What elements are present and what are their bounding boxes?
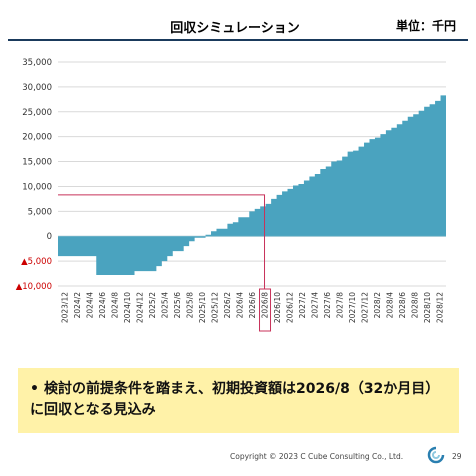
x-tick-label: 2025/6	[173, 292, 182, 319]
copyright-text: Copyright © 2023 C Cube Consulting Co., …	[230, 452, 404, 461]
recovery-area-chart: 35,000 30,000 25,000 20,000 15,000 10,000 5,00…	[16, 58, 446, 332]
callout-bullet: •	[30, 381, 39, 397]
x-tick-label: 2025/2	[148, 292, 157, 319]
x-tick-label: 2026/8	[261, 292, 270, 319]
y-axis-tick-labels: 35,000 30,000 25,000 20,000 15,000 10,000 5,00…	[16, 58, 52, 292]
callout-text: 検討の前提条件を踏まえ、初期投資額は2026/8（32か月目）に回収となる見込み	[30, 381, 440, 418]
x-tick-label: 2023/12	[60, 292, 69, 323]
x-tick-label: 2028/12	[436, 292, 445, 323]
y-tick-label: 10,000	[22, 182, 52, 192]
y-tick-label: 35,000	[22, 58, 52, 68]
payback-marker-line	[58, 194, 266, 289]
x-tick-label: 2025/4	[160, 292, 169, 319]
x-tick-label: 2025/10	[198, 292, 207, 323]
x-axis-tick-labels: 2023/12 2024/2 2024/4 2024/6 2024/8 2024/10 20…	[60, 292, 444, 323]
x-tick-label: 2028/4	[386, 292, 395, 319]
conclusion-callout: • 検討の前提条件を踏まえ、初期投資額は2026/8（32か月目）に回収となる見込…	[18, 368, 459, 433]
y-tick-label: 15,000	[22, 158, 52, 168]
x-tick-label: 2024/12	[135, 292, 144, 323]
x-tick-label: 2027/6	[323, 292, 332, 319]
x-tick-label: 2028/2	[373, 292, 382, 319]
x-tick-label: 2028/10	[423, 292, 432, 323]
x-tick-label: 2024/10	[123, 292, 132, 323]
payback-label-box	[259, 288, 272, 332]
highlight-markers	[58, 194, 272, 332]
x-tick-label: 2026/2	[223, 292, 232, 319]
x-tick-label: 2028/6	[398, 292, 407, 319]
y-tick-label: 20,000	[22, 133, 52, 143]
page-number: 29	[452, 452, 462, 461]
x-tick-label: 2026/6	[248, 292, 257, 319]
x-tick-label: 2027/2	[298, 292, 307, 319]
x-tick-label: 2026/10	[273, 292, 282, 323]
x-tick-label: 2027/10	[348, 292, 357, 323]
title-underline	[8, 39, 468, 41]
y-tick-label: ▲10,000	[16, 282, 52, 292]
x-tick-label: 2027/8	[336, 292, 345, 319]
x-tick-label: 2024/8	[110, 292, 119, 319]
data-area	[58, 95, 446, 276]
x-tick-label: 2024/4	[85, 292, 94, 319]
y-tick-label: ▲5,000	[21, 257, 52, 267]
y-tick-label: 5,000	[28, 207, 52, 217]
x-tick-label: 2028/8	[411, 292, 420, 319]
x-tick-label: 2026/12	[286, 292, 295, 323]
unit-label: 単位：千円	[395, 19, 456, 33]
chart-title: 回収シミュレーション	[170, 21, 300, 36]
series-area	[58, 95, 446, 276]
x-tick-label: 2024/6	[98, 292, 107, 319]
x-tick-label: 2024/2	[73, 292, 82, 319]
y-tick-label: 25,000	[22, 108, 52, 118]
x-tick-label: 2027/12	[361, 292, 370, 323]
x-tick-label: 2027/4	[311, 292, 320, 319]
y-tick-label: 30,000	[22, 83, 52, 93]
x-tick-label: 2025/12	[211, 292, 220, 323]
y-tick-label: 0	[47, 232, 52, 242]
company-logo-icon	[427, 446, 445, 464]
x-tick-label: 2026/4	[236, 292, 245, 319]
x-tick-label: 2025/8	[185, 292, 194, 319]
